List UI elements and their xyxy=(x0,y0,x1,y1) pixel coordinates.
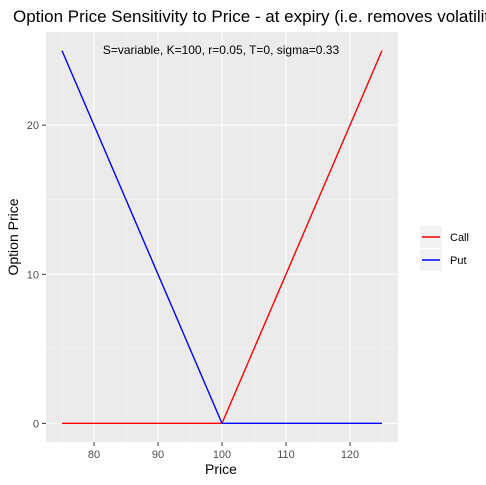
chart-title: Option Price Sensitivity to Price - at e… xyxy=(13,7,486,26)
x-axis-ticks: 80 90 100 110 120 xyxy=(88,442,359,461)
legend-label-call: Call xyxy=(450,232,469,244)
y-axis-ticks: 0 10 20 xyxy=(27,120,46,430)
legend-label-put: Put xyxy=(450,255,467,267)
chart-annotation: S=variable, K=100, r=0.05, T=0, sigma=0.… xyxy=(103,43,340,57)
x-tick-label: 120 xyxy=(341,449,359,461)
y-tick-label: 20 xyxy=(27,120,39,132)
x-tick-label: 90 xyxy=(152,449,164,461)
x-tick-label: 100 xyxy=(213,449,231,461)
legend: Call Put xyxy=(420,226,469,271)
y-axis-title: Option Price xyxy=(5,198,21,275)
x-axis-title: Price xyxy=(205,461,237,477)
series-layer xyxy=(61,50,383,425)
x-tick-label: 80 xyxy=(88,449,100,461)
y-tick-label: 10 xyxy=(27,269,39,281)
series-line-put xyxy=(61,50,382,425)
grid-minor xyxy=(46,32,398,442)
x-tick-label: 110 xyxy=(277,449,295,461)
y-tick-label: 0 xyxy=(33,418,39,430)
